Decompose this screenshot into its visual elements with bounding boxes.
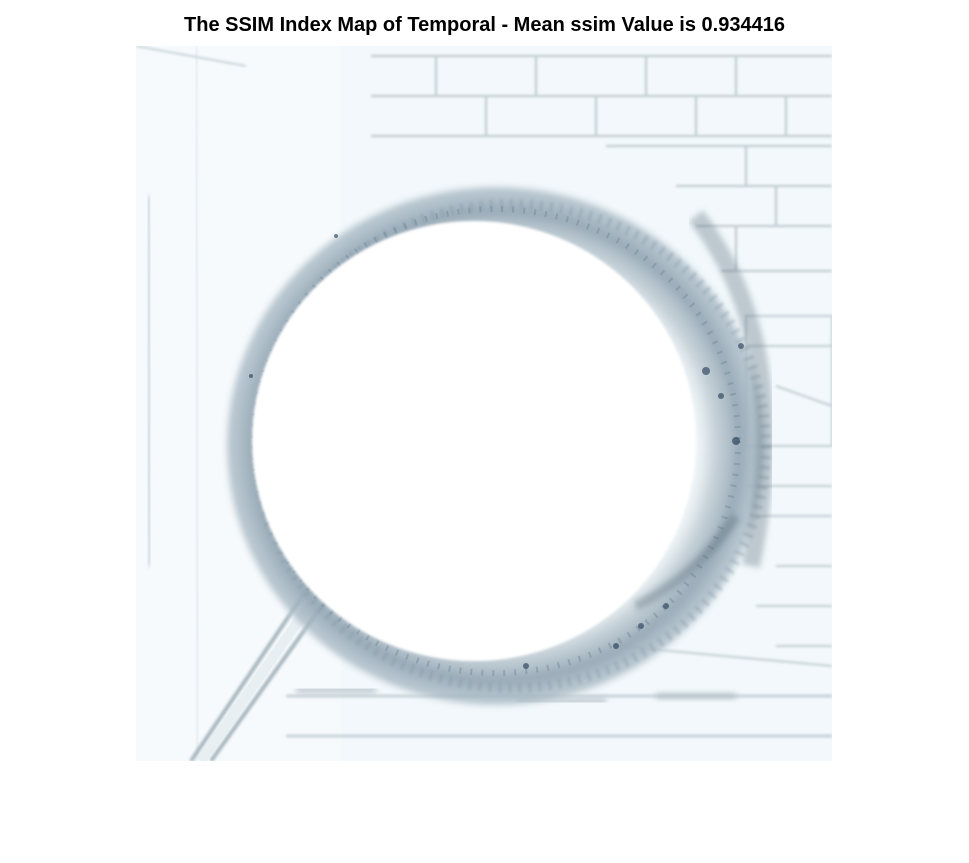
ssim-map-image xyxy=(136,46,832,761)
figure-title: The SSIM Index Map of Temporal - Mean ss… xyxy=(184,14,785,36)
